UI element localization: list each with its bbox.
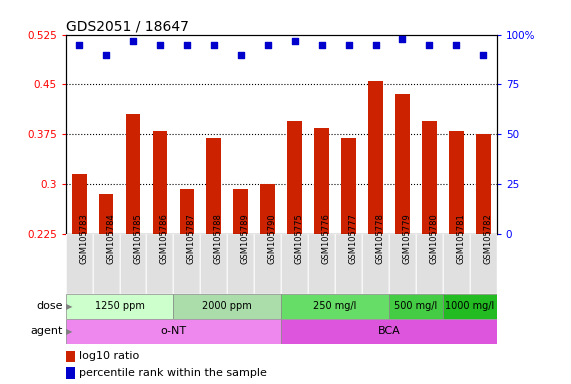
Bar — [341, 138, 356, 234]
Text: log10 ratio: log10 ratio — [79, 351, 140, 361]
Bar — [416, 234, 443, 294]
Bar — [174, 234, 200, 294]
Text: 1250 ppm: 1250 ppm — [95, 301, 144, 311]
Point — [102, 51, 111, 58]
Text: GDS2051 / 18647: GDS2051 / 18647 — [66, 20, 188, 33]
Bar — [227, 234, 254, 294]
Bar — [66, 351, 75, 362]
Point — [452, 41, 461, 48]
Bar — [287, 121, 302, 234]
Bar — [470, 234, 497, 294]
Text: GSM105780: GSM105780 — [429, 214, 439, 264]
Text: percentile rank within the sample: percentile rank within the sample — [79, 367, 267, 377]
Bar — [174, 294, 281, 319]
Bar — [368, 81, 383, 234]
Point — [263, 41, 272, 48]
Point — [371, 41, 380, 48]
Bar — [449, 131, 464, 234]
Text: GSM105782: GSM105782 — [483, 214, 492, 264]
Bar — [200, 234, 227, 294]
Text: ▶: ▶ — [66, 302, 73, 311]
Text: GSM105776: GSM105776 — [321, 214, 331, 265]
Text: 1000 mg/l: 1000 mg/l — [445, 301, 494, 311]
Bar — [126, 114, 140, 234]
Text: GSM105777: GSM105777 — [348, 214, 357, 265]
Bar — [389, 234, 416, 294]
Text: GSM105790: GSM105790 — [268, 214, 277, 264]
Bar — [443, 234, 470, 294]
Text: o-NT: o-NT — [160, 326, 187, 336]
Bar — [389, 294, 443, 319]
Point — [344, 41, 353, 48]
Text: dose: dose — [37, 301, 63, 311]
Text: 2000 ppm: 2000 ppm — [203, 301, 252, 311]
Bar — [281, 319, 497, 344]
Point — [398, 35, 407, 41]
Point — [128, 38, 138, 44]
Bar — [260, 184, 275, 234]
Point — [210, 41, 219, 48]
Bar — [335, 234, 362, 294]
Bar — [234, 189, 248, 234]
Bar — [254, 234, 281, 294]
Point — [478, 51, 488, 58]
Bar — [72, 174, 87, 234]
Bar — [147, 234, 174, 294]
Text: GSM105783: GSM105783 — [79, 214, 88, 265]
Text: BCA: BCA — [377, 326, 400, 336]
Text: GSM105785: GSM105785 — [133, 214, 142, 264]
Bar — [66, 319, 281, 344]
Text: GSM105784: GSM105784 — [106, 214, 115, 264]
Point — [425, 41, 434, 48]
Text: GSM105789: GSM105789 — [241, 214, 250, 264]
Bar — [422, 121, 437, 234]
Text: ▶: ▶ — [66, 327, 73, 336]
Bar — [119, 234, 147, 294]
Bar — [281, 294, 389, 319]
Text: GSM105786: GSM105786 — [160, 214, 169, 265]
Text: 500 mg/l: 500 mg/l — [395, 301, 437, 311]
Bar — [395, 94, 410, 234]
Text: GSM105781: GSM105781 — [456, 214, 465, 264]
Text: GSM105775: GSM105775 — [295, 214, 304, 264]
Bar — [152, 131, 167, 234]
Point — [317, 41, 326, 48]
Text: GSM105787: GSM105787 — [187, 214, 196, 265]
Bar — [362, 234, 389, 294]
Bar — [476, 134, 490, 234]
Text: 250 mg/l: 250 mg/l — [313, 301, 357, 311]
Bar — [308, 234, 335, 294]
Point — [75, 41, 84, 48]
Point — [155, 41, 164, 48]
Text: GSM105778: GSM105778 — [376, 214, 384, 265]
Bar — [93, 234, 119, 294]
Text: agent: agent — [30, 326, 63, 336]
Text: GSM105788: GSM105788 — [214, 214, 223, 265]
Point — [290, 38, 299, 44]
Bar — [66, 294, 174, 319]
Bar — [314, 128, 329, 234]
Bar — [66, 367, 75, 379]
Bar — [179, 189, 194, 234]
Bar — [443, 294, 497, 319]
Point — [236, 51, 246, 58]
Bar — [66, 234, 93, 294]
Text: GSM105779: GSM105779 — [403, 214, 412, 264]
Point — [182, 41, 191, 48]
Bar — [99, 194, 114, 234]
Bar — [281, 234, 308, 294]
Bar — [207, 138, 222, 234]
